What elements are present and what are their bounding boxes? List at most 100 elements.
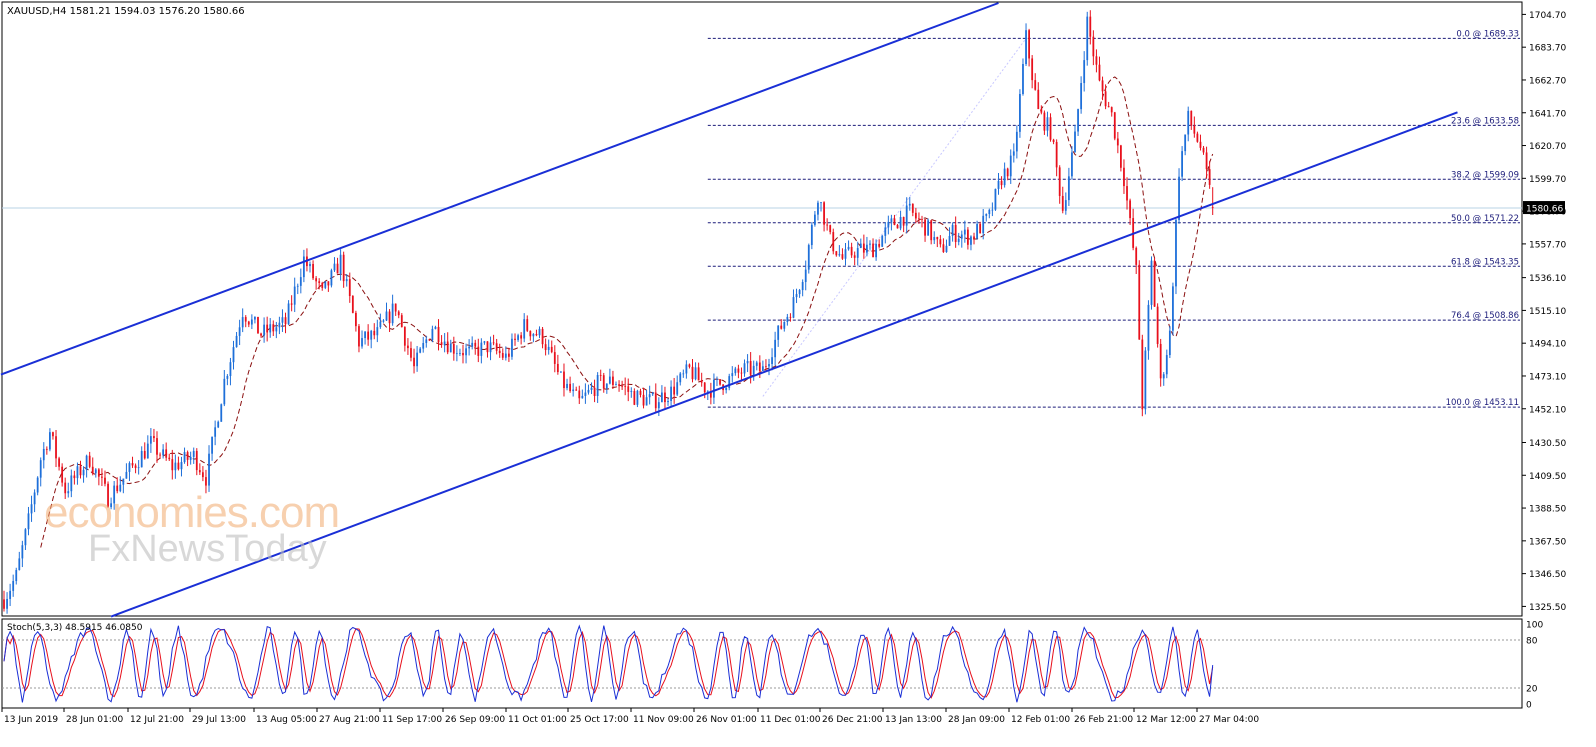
candle-body — [88, 455, 91, 467]
candle-body — [1031, 58, 1034, 81]
candle-body — [835, 251, 838, 256]
candle-body — [1196, 133, 1199, 142]
candle-body — [654, 392, 657, 409]
candle-body — [657, 402, 660, 409]
candle-body — [385, 311, 388, 321]
candle-body — [107, 483, 109, 508]
candle-body — [367, 331, 370, 340]
candle-body — [263, 324, 265, 336]
candle-body — [143, 450, 146, 459]
candle-body — [1153, 260, 1156, 307]
candle-body — [1028, 30, 1030, 59]
time-tick-label: 27 Aug 21:00 — [319, 715, 380, 725]
time-tick-label: 11 Nov 09:00 — [633, 715, 694, 725]
candle-body — [719, 379, 721, 385]
candle-body — [627, 386, 630, 392]
candle-body — [706, 391, 709, 393]
candle-body — [1034, 80, 1037, 90]
channel-line-upper — [0, 2, 999, 376]
candlesticks — [3, 10, 1214, 614]
candle-body — [899, 216, 902, 229]
candle-body — [639, 390, 642, 395]
trend-channel — [0, 2, 1458, 618]
candle-body — [982, 215, 985, 234]
candle-body — [560, 371, 562, 373]
candle-body — [1208, 169, 1211, 185]
candle-body — [957, 238, 960, 243]
candle-body — [667, 401, 669, 403]
candle-body — [563, 371, 565, 389]
candle-body — [979, 224, 982, 234]
candle-body — [205, 477, 207, 486]
candle-body — [278, 322, 281, 328]
candle-body — [1061, 195, 1064, 211]
candle-body — [709, 391, 712, 398]
candle-body — [208, 453, 210, 486]
candle-body — [459, 353, 461, 354]
candle-body — [786, 316, 789, 322]
time-tick-label: 11 Oct 01:00 — [508, 715, 567, 725]
candle-body — [856, 248, 859, 258]
candle-body — [18, 558, 21, 571]
price-tick-label: 1683.70 — [1529, 44, 1566, 54]
candle-body — [180, 462, 183, 470]
candle-body — [691, 366, 694, 380]
price-tick-label: 1346.50 — [1529, 570, 1566, 580]
candle-body — [431, 328, 434, 341]
candle-body — [648, 394, 651, 398]
candle-body — [642, 394, 645, 406]
candle-body — [321, 282, 324, 288]
time-tick-label: 12 Jul 21:00 — [130, 715, 184, 725]
candle-body — [887, 221, 890, 228]
candle-body — [15, 570, 18, 582]
stoch-signal-line — [3, 628, 1214, 699]
candle-body — [1095, 56, 1098, 65]
candle-body — [452, 343, 455, 354]
candle-body — [1009, 155, 1012, 177]
candle-body — [645, 397, 648, 406]
candle-body — [725, 387, 728, 391]
price-tick-label: 1494.10 — [1529, 340, 1566, 350]
price-axis: 1704.70 1683.70 1662.70 1641.70 1620.70 1599.… — [1522, 11, 1566, 613]
candle-body — [379, 321, 382, 328]
candle-body — [351, 295, 354, 313]
candle-body — [508, 353, 510, 357]
candle-body — [33, 492, 36, 505]
candle-body — [612, 376, 614, 385]
current-price-badge — [1523, 201, 1565, 215]
candle-body — [94, 469, 97, 474]
candle-body — [967, 229, 969, 245]
candle-body — [817, 202, 819, 215]
candle-body — [908, 203, 911, 206]
candle-body — [581, 395, 584, 399]
price-tick-label: 1325.50 — [1529, 603, 1566, 613]
candle-body — [587, 389, 590, 393]
candle-body — [624, 385, 627, 387]
candle-body — [1162, 374, 1165, 379]
candle-body — [45, 448, 48, 450]
candle-body — [847, 246, 850, 250]
candle-body — [79, 466, 82, 476]
candle-body — [1172, 286, 1174, 331]
current-price-line: 1580.66 — [2, 201, 1565, 215]
candle-body — [1113, 112, 1116, 139]
candle-body — [1190, 110, 1193, 126]
candle-body — [165, 449, 168, 458]
candle-body — [985, 214, 988, 216]
candle-body — [599, 375, 602, 376]
time-tick-label: 11 Sep 17:00 — [382, 715, 442, 725]
candle-body — [504, 353, 507, 358]
candle-body — [70, 475, 73, 492]
candle-body — [443, 341, 446, 345]
candle-body — [1159, 343, 1162, 379]
candle-body — [884, 227, 887, 236]
candle-body — [1025, 30, 1027, 64]
candle-body — [556, 363, 559, 373]
candle-body — [618, 384, 620, 386]
candle-body — [578, 390, 581, 399]
time-tick-label: 26 Nov 01:00 — [696, 715, 757, 725]
candle-body — [584, 392, 587, 396]
candle-body — [829, 225, 832, 233]
candle-body — [538, 328, 541, 336]
